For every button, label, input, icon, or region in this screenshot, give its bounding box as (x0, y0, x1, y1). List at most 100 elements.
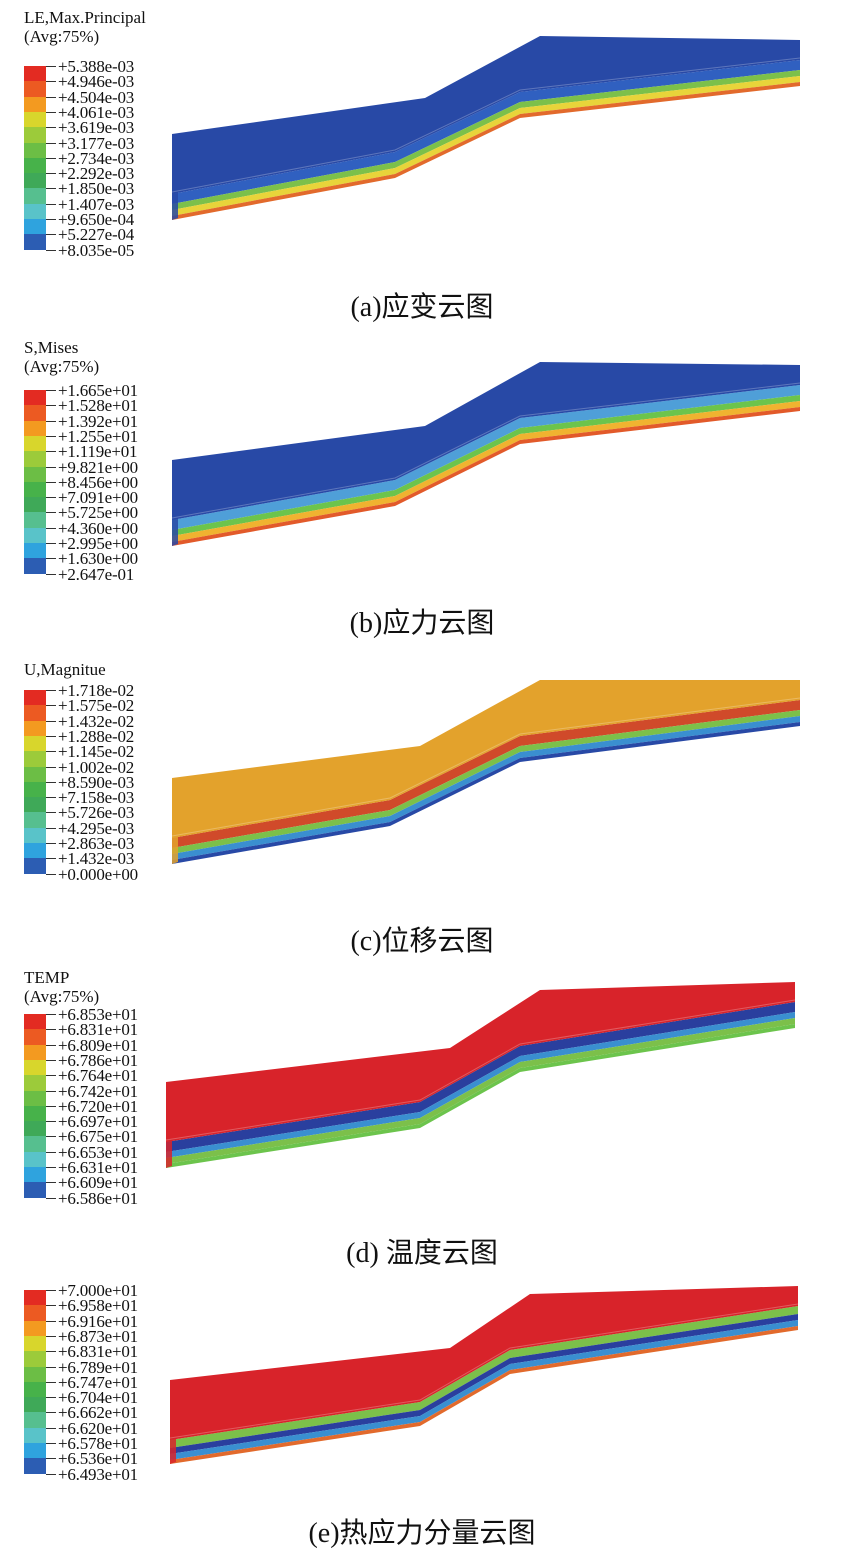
legend-tick (46, 1427, 56, 1429)
legend-tick (46, 1182, 56, 1184)
legend-tick (46, 481, 56, 483)
legend-swatch (24, 690, 46, 706)
legend-value: +5.726e-03 (58, 803, 135, 823)
legend-swatch (24, 451, 46, 467)
legend-tick (46, 1351, 56, 1353)
legend-value: +6.831e+01 (58, 1342, 138, 1362)
legend-value: +6.697e+01 (58, 1112, 138, 1132)
legend-value: +1.119e+01 (58, 442, 138, 462)
legend-tick (46, 1151, 56, 1153)
panel-caption: (e)热应力分量云图 (308, 1518, 536, 1549)
panel-b: S,Mises (Avg:75%) +1.665e+01 +1.528e+01 +1.3… (0, 330, 844, 648)
legend-tick (46, 420, 56, 422)
legend-tick (46, 527, 56, 529)
legend-swatch (24, 1136, 46, 1153)
legend-tick (46, 1458, 56, 1460)
legend-tick (46, 1290, 56, 1291)
legend-tick (46, 435, 56, 437)
plate-top-surface (172, 36, 800, 194)
legend-swatch (24, 481, 46, 498)
legend-tick (46, 234, 56, 236)
legend-value: +1.392e+01 (58, 411, 138, 431)
plate-layer-band (172, 716, 800, 860)
plate-edge-highlight (171, 382, 801, 519)
plate-top-surface (172, 362, 800, 520)
legend-tick (46, 843, 56, 844)
legend-tick (46, 1473, 56, 1475)
legend-swatch (24, 1335, 46, 1352)
legend-swatch (24, 1090, 46, 1107)
plate-layer-band (172, 82, 800, 220)
panel-caption: (b)应力云图 (349, 608, 495, 639)
plate-layer-band (172, 700, 800, 848)
legend-value: +6.620e+01 (58, 1418, 138, 1438)
legend-value: +4.504e-03 (58, 87, 135, 107)
plate-end-face (172, 778, 178, 864)
plate-layer-band (166, 1012, 795, 1158)
legend-swatch (24, 1044, 46, 1061)
legend-swatch (24, 405, 46, 422)
legend-swatch (24, 420, 46, 437)
legend-swatch (24, 766, 46, 783)
legend-swatch (24, 1351, 46, 1367)
legend-value: +8.456e+00 (58, 472, 138, 492)
legend-swatch (24, 797, 46, 813)
legend-value: +5.388e-03 (58, 57, 135, 76)
legend-tick (46, 558, 56, 560)
legend-value: +6.720e+01 (58, 1096, 138, 1116)
plate-layer-band (170, 1306, 798, 1448)
plate-layer-band (172, 401, 800, 542)
legend-tick (46, 405, 56, 407)
legend-swatch (24, 1290, 46, 1306)
plate-layer-band (172, 385, 800, 530)
legend-swatch (24, 1121, 46, 1137)
legend-swatch (24, 203, 46, 220)
legend-value: +1.255e+01 (58, 426, 138, 446)
plate-layer-band (170, 1320, 798, 1460)
legend-swatch (24, 1305, 46, 1322)
legend-tick (46, 1397, 56, 1399)
legend-value: +3.619e-03 (58, 118, 135, 138)
panel-e: +7.000e+01 +6.958e+01 +6.916e+01 +6.873e+01… (0, 1278, 844, 1564)
legend-tick (46, 1197, 56, 1199)
legend-color-bar (24, 390, 46, 575)
legend-swatch (24, 1105, 46, 1122)
legend-tick (46, 735, 56, 737)
legend-swatch (24, 390, 46, 406)
legend-value: +2.292e-03 (58, 164, 135, 184)
plate-layer-band (166, 1002, 795, 1152)
legend-tick (46, 1443, 56, 1444)
legend-value: +2.647e-01 (58, 564, 135, 584)
legend-value: +8.590e-03 (58, 772, 135, 792)
legend-tick (46, 873, 56, 875)
legend-color-bar (24, 66, 46, 251)
legend-value: +6.916e+01 (58, 1311, 138, 1331)
plate-top-surface (172, 680, 800, 838)
legend-value: +6.809e+01 (58, 1035, 138, 1055)
legend-swatch (24, 173, 46, 189)
legend-value: +8.035e-05 (58, 240, 135, 260)
plate-layer-band (172, 76, 800, 216)
legend-swatch (24, 96, 46, 113)
legend-swatch (24, 111, 46, 128)
legend-tick (46, 173, 56, 175)
panel-caption: (c)位移云图 (350, 926, 494, 957)
legend-swatch (24, 720, 46, 737)
legend-value: +1.432e-02 (58, 711, 135, 731)
legend-swatch (24, 435, 46, 452)
legend-swatch (24, 1427, 46, 1444)
legend-value: +6.831e+01 (58, 1020, 138, 1040)
plate-layer-band (172, 60, 800, 204)
legend-swatch (24, 1412, 46, 1429)
legend-swatch (24, 827, 46, 844)
legend-tick (46, 1412, 56, 1414)
legend-title: U,Magnitue (24, 660, 106, 679)
legend-swatch (24, 812, 46, 829)
legend-swatch (24, 1167, 46, 1183)
legend-swatch (24, 512, 46, 529)
legend-swatch (24, 497, 46, 513)
legend-tick (46, 466, 56, 468)
legend-value: +6.493e+01 (58, 1464, 138, 1484)
legend-swatch (24, 1320, 46, 1337)
plate-layer-band (172, 722, 800, 864)
